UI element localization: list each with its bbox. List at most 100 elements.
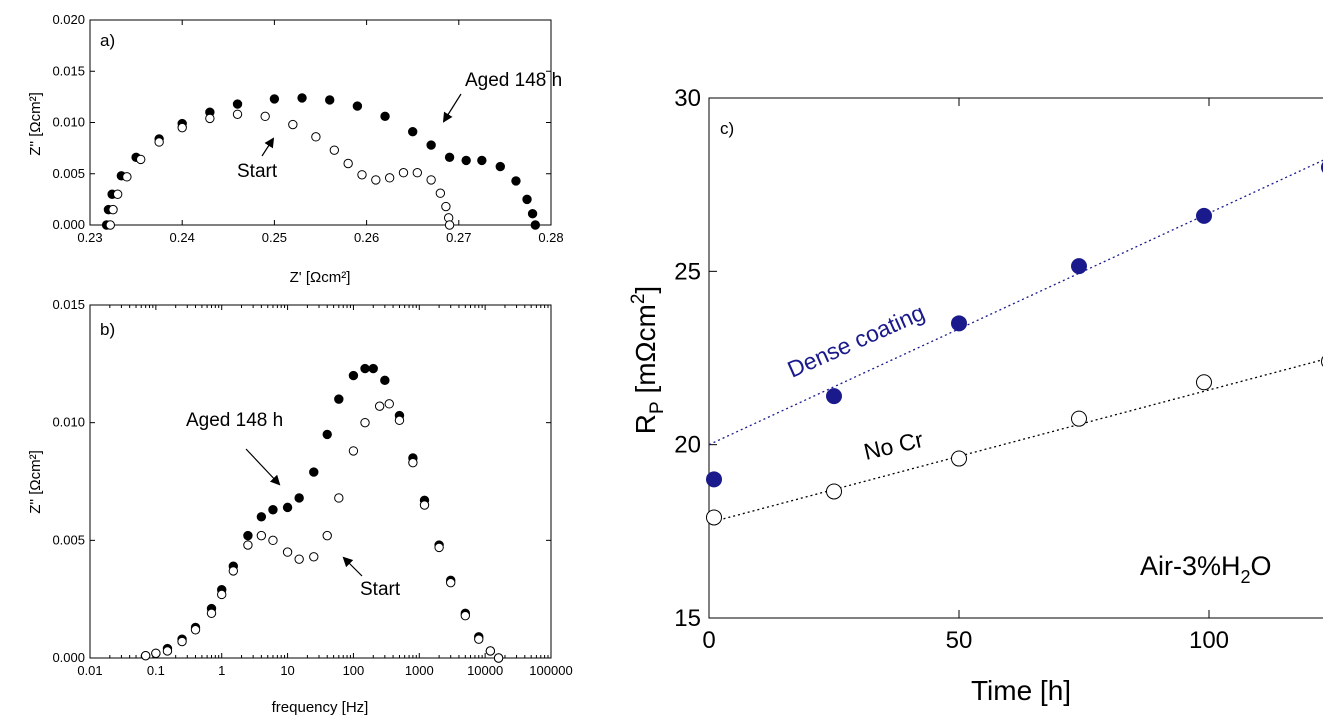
data-point xyxy=(1196,374,1212,391)
y-tick-label: 15 xyxy=(674,605,701,632)
panel-b-annotation-aged: Aged 148 h xyxy=(186,410,283,431)
fit-line xyxy=(708,159,1323,446)
data-point xyxy=(243,540,253,550)
panel-a-label: a) xyxy=(100,31,115,50)
data-point xyxy=(348,446,359,456)
data-point xyxy=(434,542,444,553)
data-point xyxy=(206,608,217,618)
data-point xyxy=(530,220,541,230)
data-point xyxy=(309,552,319,562)
y-tick-label: 0.000 xyxy=(52,650,85,665)
data-point xyxy=(294,554,304,564)
data-point xyxy=(294,493,304,503)
fit-line xyxy=(708,359,1323,524)
data-point xyxy=(136,154,146,165)
data-point xyxy=(232,99,243,109)
panel-b-ticks: 0.01 0.1 1 10 100 1000 10000 100000 0.000 0.005 0.… xyxy=(52,297,572,678)
data-point xyxy=(412,168,423,178)
y-tick-label: 20 xyxy=(674,432,701,459)
panel-c-annotation-nocr: No Cr xyxy=(861,426,926,465)
data-point xyxy=(322,429,332,440)
data-point xyxy=(444,220,455,230)
panel-b-ylabel: Z'' [Ωcm²] xyxy=(27,450,44,514)
y-tick-label: 0.015 xyxy=(52,297,85,312)
data-point xyxy=(322,530,332,541)
y-tick-label: 30 xyxy=(674,85,701,112)
data-point xyxy=(706,509,722,526)
data-point xyxy=(288,119,298,130)
y-tick-label: 0.020 xyxy=(52,12,85,27)
panel-c-points xyxy=(706,162,1323,526)
data-point xyxy=(371,175,381,185)
data-point xyxy=(384,399,394,409)
x-tick-label: 0.1 xyxy=(147,663,165,678)
data-point xyxy=(282,547,293,557)
panel-a-annotation-aged: Aged 148 h xyxy=(465,70,562,91)
data-point xyxy=(112,189,123,199)
data-point xyxy=(1196,207,1212,224)
x-tick-label: 0.26 xyxy=(354,230,379,245)
x-tick-label: 100000 xyxy=(529,663,572,678)
x-tick-label: 0.28 xyxy=(538,230,563,245)
data-point xyxy=(398,168,409,178)
x-tick-label: 0.01 xyxy=(77,663,102,678)
data-point xyxy=(329,145,340,155)
data-point xyxy=(256,530,267,541)
data-point xyxy=(380,375,390,386)
data-point xyxy=(357,170,367,180)
panel-b-xlabel: frequency [Hz] xyxy=(272,699,369,716)
panel-b: 0.01 0.1 1 10 100 1000 10000 100000 0.000 0.005 0.… xyxy=(27,297,573,716)
data-point xyxy=(495,161,505,172)
x-tick-label: 0.24 xyxy=(170,230,195,245)
data-point xyxy=(527,209,538,219)
panel-b-points xyxy=(140,363,504,663)
data-point xyxy=(426,175,436,185)
data-point xyxy=(408,127,418,137)
data-point xyxy=(217,589,227,600)
y-tick-label: 25 xyxy=(674,258,701,285)
panel-c: 0 50 100 15 20 25 30 c) Time [h] RP [mΩcm2] De… xyxy=(628,85,1323,706)
data-point xyxy=(177,122,187,133)
x-tick-label: 0.25 xyxy=(262,230,287,245)
panel-a-points xyxy=(101,93,541,230)
panel-a: 0.23 0.24 0.25 0.26 0.27 0.28 0.000 0.005 0.010 0… xyxy=(27,12,564,286)
data-point xyxy=(190,625,201,635)
data-point xyxy=(311,132,321,142)
panel-b-arrow-start xyxy=(342,556,363,577)
data-point xyxy=(260,111,270,122)
data-point xyxy=(256,512,267,522)
data-point xyxy=(951,450,967,467)
y-tick-label: 0.015 xyxy=(52,63,85,78)
panel-c-frame xyxy=(708,97,1323,619)
data-point xyxy=(460,610,471,621)
y-tick-label: 0.005 xyxy=(52,532,85,547)
data-point xyxy=(334,394,344,404)
data-point xyxy=(232,109,243,120)
data-point xyxy=(177,636,187,647)
data-point xyxy=(352,101,363,111)
data-point xyxy=(461,155,471,166)
panel-b-label: b) xyxy=(100,320,115,339)
x-tick-label: 0 xyxy=(702,627,715,654)
panel-c-ylabel: RP [mΩcm2] xyxy=(628,286,668,434)
data-point xyxy=(1071,258,1087,275)
data-point xyxy=(522,194,532,205)
x-tick-label: 0.23 xyxy=(77,230,102,245)
x-tick-label: 50 xyxy=(946,627,973,654)
data-point xyxy=(477,155,487,166)
x-tick-label: 1000 xyxy=(405,663,434,678)
data-point xyxy=(408,457,418,468)
data-point xyxy=(360,363,370,374)
svg-text:RP [mΩcm2]: RP [mΩcm2] xyxy=(628,286,668,434)
data-point xyxy=(122,172,132,182)
data-point xyxy=(368,363,378,374)
data-point xyxy=(154,137,164,147)
data-point xyxy=(706,471,722,488)
panel-c-label: c) xyxy=(720,119,734,138)
x-tick-label: 100 xyxy=(343,663,365,678)
panel-c-ticks: 0 50 100 15 20 25 30 xyxy=(674,85,1229,654)
panel-a-xlabel: Z' [Ωcm²] xyxy=(290,269,351,286)
data-point xyxy=(426,140,436,150)
panel-a-annotation-start: Start xyxy=(237,161,278,182)
